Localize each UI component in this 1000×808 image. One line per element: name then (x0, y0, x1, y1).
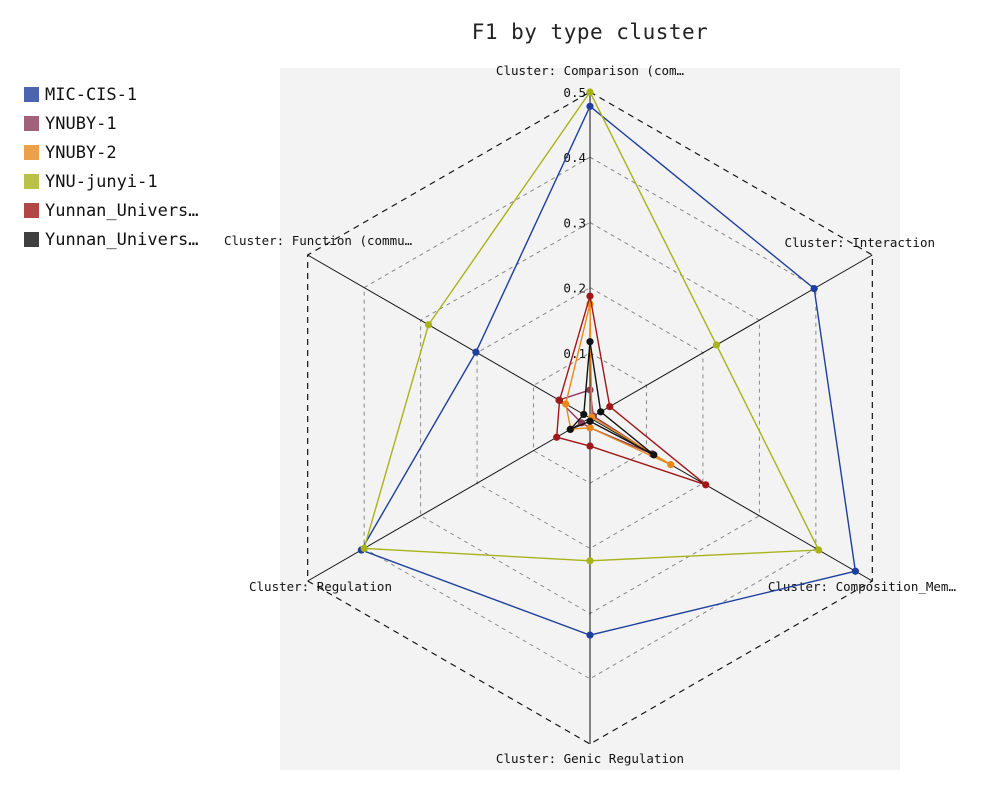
legend-item: Yunnan_Univers… (24, 196, 199, 225)
series-point (553, 433, 561, 441)
series-point (702, 481, 710, 489)
axis-spoke (589, 254, 873, 419)
legend-label: YNUBY-2 (45, 142, 117, 163)
radial-tick-label: 0.3 (563, 215, 586, 230)
series-point (851, 567, 859, 575)
series-point (360, 544, 368, 553)
series-point (586, 292, 594, 300)
legend-swatch (24, 203, 39, 218)
legend-label: MIC-CIS-1 (45, 84, 138, 105)
legend-item: MIC-CIS-1 (24, 80, 199, 109)
legend-swatch (24, 145, 39, 160)
axis-label: Cluster: Interaction (784, 235, 935, 250)
axis-spoke (307, 254, 591, 419)
legend-item: Yunnan_Univers… (24, 225, 199, 254)
legend-swatch (24, 174, 39, 189)
series-point (586, 557, 594, 565)
axis-label: Cluster: Regulation (249, 579, 392, 594)
series-point (555, 396, 564, 404)
series-point (586, 442, 594, 450)
series-point (586, 417, 594, 425)
legend-item: YNUBY-2 (24, 138, 199, 167)
series-point (580, 410, 588, 419)
radial-tick-label: 0.4 (563, 150, 586, 165)
series-point (815, 546, 823, 554)
radial-tick-label: 0.1 (563, 346, 586, 361)
series-point (472, 348, 480, 356)
series-point (566, 425, 574, 434)
legend-label: YNU-junyi-1 (45, 171, 158, 192)
legend-swatch (24, 116, 39, 131)
series-point (424, 321, 433, 329)
axis-label: Cluster: Comparison (com… (496, 63, 685, 78)
radial-tick-label: 0.2 (563, 281, 586, 296)
legend-label: Yunnan_Univers… (45, 200, 199, 221)
legend-item: YNUBY-1 (24, 109, 199, 138)
series-point (586, 424, 594, 432)
series-point (606, 402, 614, 411)
legend-label: YNUBY-1 (45, 113, 117, 134)
series-point (562, 400, 570, 408)
legend-label: Yunnan_Univers… (45, 229, 199, 250)
series-point (712, 341, 721, 349)
series-point (586, 386, 594, 394)
series-point (586, 102, 594, 110)
legend: MIC-CIS-1 YNUBY-1 YNUBY-2 YNU-junyi-1 Yunnan… (24, 80, 199, 254)
series-point (586, 88, 594, 96)
axis-spoke (589, 417, 873, 582)
legend-swatch (24, 232, 39, 247)
legend-swatch (24, 87, 39, 102)
series-point (810, 284, 818, 293)
series-point (597, 408, 605, 416)
radial-tick-label: 0.5 (563, 85, 586, 100)
series-point (586, 631, 594, 639)
series-point (667, 461, 675, 469)
axis-spoke (307, 417, 591, 582)
axis-label: Cluster: Composition_Mem… (768, 579, 957, 594)
axis-label: Cluster: Genic Regulation (496, 751, 684, 766)
legend-item: YNU-junyi-1 (24, 167, 199, 196)
axis-label: Cluster: Function (commu… (224, 233, 413, 248)
series-point (650, 451, 658, 459)
series-point (586, 338, 594, 346)
chart-title: F1 by type cluster (471, 20, 709, 44)
